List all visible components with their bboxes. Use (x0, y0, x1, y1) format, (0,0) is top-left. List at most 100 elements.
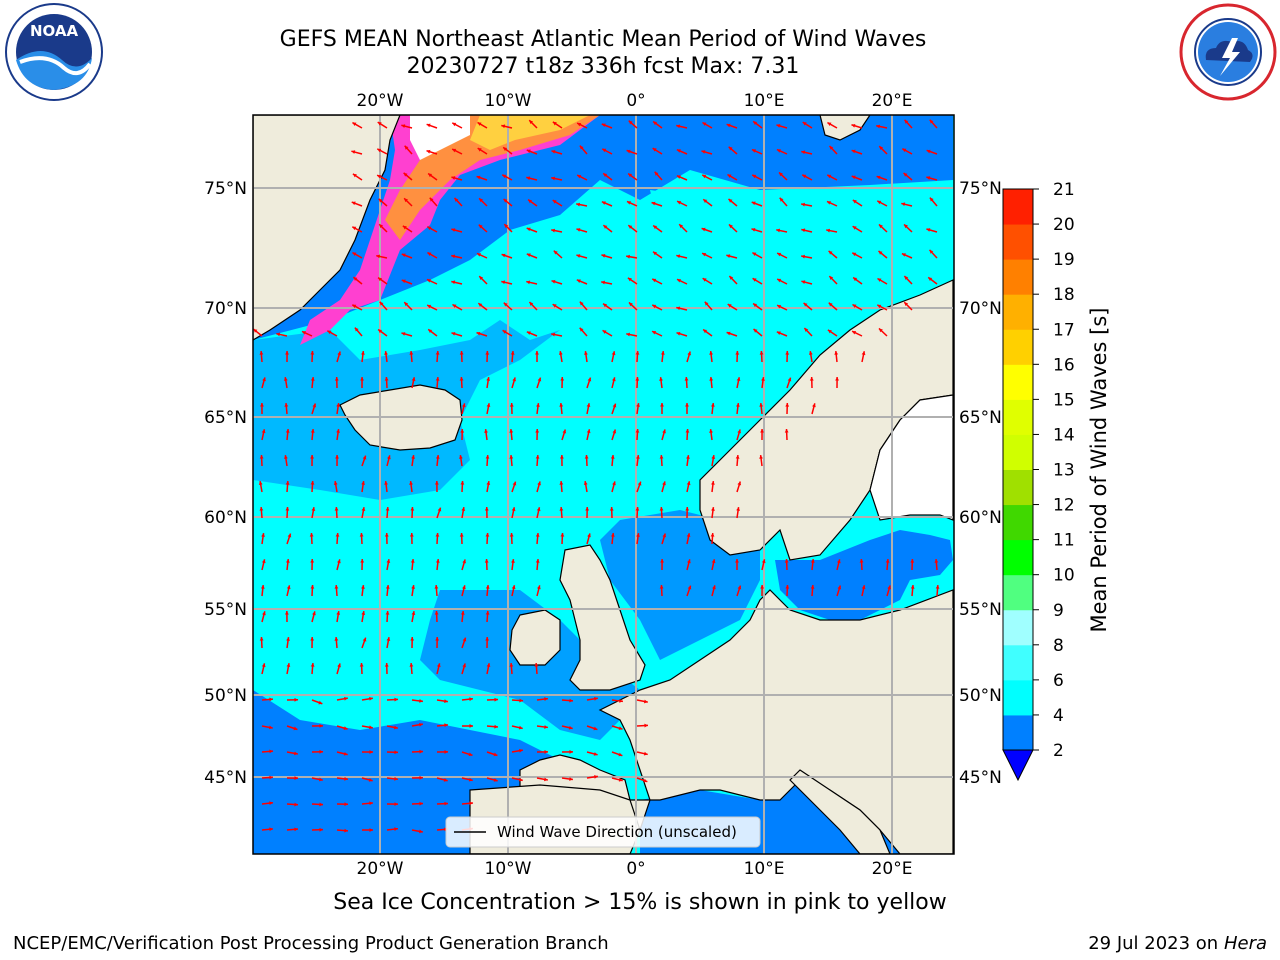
wind-wave-arrow-head (686, 455, 690, 459)
wind-wave-arrow-head (660, 351, 665, 355)
wind-wave-arrow-head (635, 377, 640, 381)
wind-wave-arrow-head (351, 150, 356, 154)
wind-wave-arrow-head (728, 199, 733, 203)
wind-wave-arrow-head (709, 351, 714, 355)
wind-wave-arrow-head (901, 202, 906, 207)
wind-wave-arrow-head (361, 351, 365, 355)
wind-wave-arrow-head (394, 827, 398, 832)
wind-wave-arrow-head (628, 173, 633, 178)
wind-wave-arrow-head (426, 123, 431, 128)
wind-wave-arrow-head (259, 455, 264, 459)
wind-wave-arrow-head (509, 429, 514, 433)
wind-wave-arrow-head (910, 559, 915, 563)
wind-wave-arrow-head (776, 149, 781, 153)
wind-wave-arrow-head (685, 429, 690, 433)
wind-wave-arrow-head (737, 481, 742, 486)
wave-period-band (253, 500, 520, 670)
wind-wave-arrow-head (559, 481, 564, 485)
map-legend: Wind Wave Direction (unscaled) (445, 816, 761, 848)
wind-wave-arrow-head (559, 455, 564, 459)
wind-wave-arrow-head (653, 225, 658, 230)
sea-ice-region (300, 115, 600, 345)
wind-wave-arrow-head (752, 278, 757, 282)
wind-wave-arrow-head (601, 280, 606, 285)
wind-wave-arrow-head (419, 775, 423, 780)
wind-wave-arrow-head (910, 585, 915, 589)
wind-wave-arrow-head (601, 201, 606, 205)
svalbard-land (819, 115, 871, 141)
lat-label: 55°N (959, 600, 1002, 620)
colorbar-tick-label: 14 (1053, 425, 1075, 445)
wind-wave-arrow-head (426, 279, 431, 283)
wind-wave-arrow-head (394, 697, 398, 702)
wind-wave-arrow-head (702, 122, 707, 126)
wind-wave-arrow-head (485, 585, 490, 589)
wind-wave-arrow-head (710, 533, 715, 537)
wind-wave-arrow-head (259, 351, 264, 355)
wind-wave-arrow-head (503, 147, 508, 152)
wind-wave-arrow-head (584, 351, 588, 355)
wind-wave-arrow-head (259, 507, 264, 511)
wind-wave-arrow-head (851, 123, 856, 128)
wind-wave-arrow-head (660, 559, 664, 563)
wind-wave-arrow-head (526, 149, 531, 154)
wind-wave-arrow-head (336, 429, 340, 433)
wind-wave-arrow-head (285, 559, 290, 563)
wind-wave-arrow-head (484, 507, 489, 511)
wind-wave-arrow-head (569, 750, 573, 754)
wind-wave-arrow-head (552, 121, 557, 126)
wind-wave-arrow-head (476, 331, 481, 336)
wind-wave-arrow-head (261, 533, 265, 537)
lat-label: 65°N (959, 408, 1002, 428)
wind-wave-arrow-head (686, 533, 691, 538)
wind-wave-arrow-head (451, 228, 456, 232)
wind-wave-arrow-head (287, 533, 292, 538)
wind-wave-arrow-head (344, 828, 348, 833)
wind-wave-arrow-head (544, 697, 548, 701)
wind-wave-arrow-head (785, 585, 790, 589)
wind-wave-arrow-head (486, 663, 491, 668)
wind-wave-arrow-head (409, 663, 414, 667)
wind-wave-arrow-head (460, 429, 465, 433)
wind-wave-arrow-head (904, 224, 908, 229)
wind-wave-arrow-head (808, 351, 813, 355)
colorbar-segment (1003, 294, 1033, 330)
wind-wave-arrow-head (334, 585, 339, 589)
wind-wave-arrow-head (511, 507, 516, 512)
wind-wave-arrow-head (801, 228, 806, 233)
colorbar-tick-label: 11 (1053, 531, 1075, 551)
wind-wave-arrow-head (509, 663, 514, 667)
wind-wave-arrow-head (509, 533, 514, 537)
wind-wave-arrow-head (511, 559, 515, 563)
wind-wave-arrow-head (459, 377, 464, 381)
wind-wave-arrow-head (486, 403, 491, 408)
wind-wave-arrow-head (387, 455, 391, 460)
wind-wave-arrow-head (587, 533, 591, 538)
wind-wave-arrow-head (685, 403, 689, 407)
wind-wave-arrow-head (435, 559, 440, 563)
wind-wave-arrow-head (454, 197, 459, 202)
wind-wave-arrow-head (635, 351, 640, 355)
wind-wave-arrow-head (553, 250, 558, 255)
wind-wave-arrow-head (384, 377, 389, 381)
wind-wave-arrow-head (361, 611, 366, 615)
wind-wave-arrow-head (559, 403, 564, 407)
wind-wave-arrow-head (612, 429, 617, 434)
wind-wave-arrow-head (384, 481, 388, 485)
wind-wave-arrow-head (576, 202, 581, 207)
wind-wave-arrow-head (526, 176, 531, 181)
wind-wave-arrow-head (878, 224, 883, 229)
wind-wave-arrow-head (352, 252, 357, 256)
wind-wave-arrow-head (579, 301, 584, 306)
wind-wave-arrow-head (401, 124, 406, 128)
wind-wave-arrow-head (826, 201, 831, 205)
wind-wave-arrow-head (343, 751, 348, 756)
wind-wave-arrow-head (451, 254, 456, 259)
wind-wave-arrow-head (426, 149, 431, 154)
wind-wave-arrow-head (602, 148, 607, 153)
wind-wave-arrow-head (335, 455, 339, 459)
wind-wave-arrow-head (628, 120, 633, 125)
colorbar-segment (1003, 574, 1033, 611)
wind-wave-arrow-head (551, 149, 556, 154)
